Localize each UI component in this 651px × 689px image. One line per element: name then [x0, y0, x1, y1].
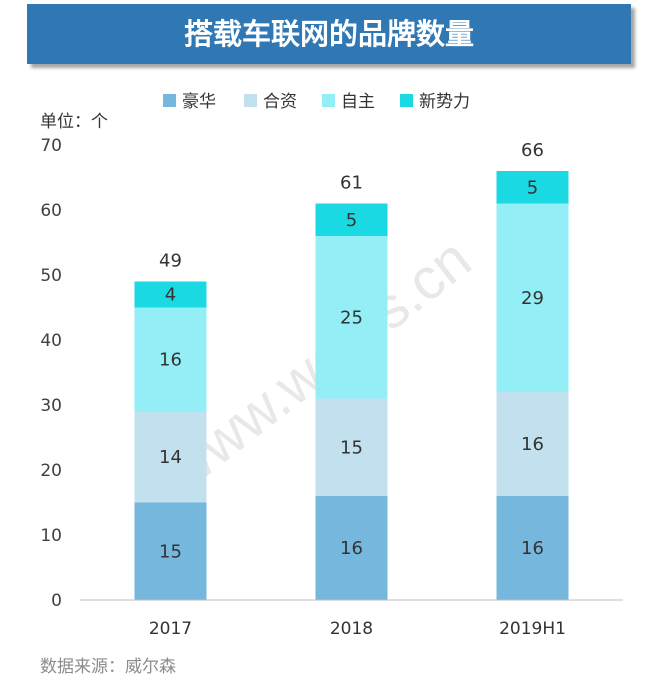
- bar-value-label: 4: [165, 285, 176, 306]
- bar-value-label: 15: [340, 437, 363, 458]
- bar-segment: [496, 203, 569, 392]
- x-axis: 2017 2018 2019H1: [149, 619, 566, 639]
- bar-value-label: 5: [346, 210, 357, 231]
- bar-value-label: 16: [521, 434, 544, 455]
- chart-title: 搭载车联网的品牌数量: [183, 17, 474, 51]
- bar-segment: [315, 496, 388, 600]
- source-note: 数据来源：威尔森: [40, 657, 176, 677]
- x-tick-label: 2017: [149, 619, 192, 639]
- y-tick-label: 0: [51, 591, 62, 611]
- bar-segment: [315, 203, 388, 236]
- bar-value-label: 5: [527, 177, 538, 198]
- bar-value-label: 29: [521, 288, 544, 309]
- title-banner: 搭载车联网的品牌数量: [27, 4, 631, 64]
- y-tick-label: 30: [40, 396, 62, 416]
- legend-swatch: [322, 94, 335, 107]
- bar-segment: [134, 411, 207, 503]
- legend-swatch: [163, 94, 176, 107]
- y-tick-label: 40: [40, 331, 62, 351]
- legend-label: 自主: [341, 92, 375, 112]
- bars: 15 14 16 4 49 16 15 25 5 61 16 16 29 5 66: [134, 140, 569, 600]
- bar-total-label: 49: [159, 251, 182, 272]
- bar-segment: [315, 236, 388, 399]
- legend-label: 豪华: [182, 91, 216, 112]
- bar-segment: [496, 392, 569, 496]
- x-tick-label: 2019H1: [499, 619, 566, 639]
- y-tick-label: 10: [40, 526, 62, 546]
- bar-value-label: 16: [159, 350, 182, 371]
- bar-value-label: 15: [159, 541, 182, 562]
- unit-label: 单位：个: [40, 112, 108, 132]
- y-tick-label: 20: [40, 461, 62, 481]
- bar-segment: [134, 307, 207, 412]
- bar-segment: [496, 171, 569, 204]
- bar-segment: [134, 281, 207, 308]
- y-axis: 0 10 20 30 40 50 60 70: [40, 136, 62, 611]
- bar-total-label: 61: [340, 173, 363, 194]
- bar-value-label: 25: [340, 307, 363, 328]
- bar-value-label: 16: [340, 538, 363, 559]
- y-tick-label: 50: [40, 266, 62, 286]
- legend-swatch: [244, 94, 257, 107]
- legend-swatch: [400, 94, 413, 107]
- bar-segment: [496, 496, 569, 600]
- y-tick-label: 60: [40, 201, 62, 221]
- x-tick-label: 2018: [330, 619, 373, 639]
- bar-total-label: 66: [521, 140, 544, 161]
- legend-label: 合资: [263, 92, 297, 112]
- legend: 豪华 合资 自主 新势力: [163, 91, 470, 112]
- bar-segment: [315, 398, 388, 496]
- bar-segment: [134, 502, 207, 600]
- bar-value-label: 14: [159, 447, 182, 468]
- bar-value-label: 16: [521, 538, 544, 559]
- legend-label: 新势力: [419, 92, 470, 112]
- y-tick-label: 70: [40, 136, 62, 156]
